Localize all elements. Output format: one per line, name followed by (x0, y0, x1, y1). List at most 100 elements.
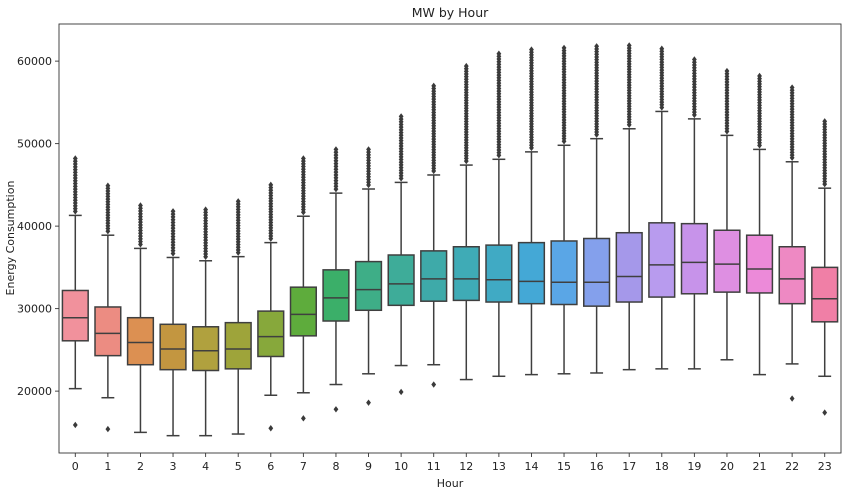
x-tick-label: 0 (72, 460, 79, 473)
outlier-point (822, 118, 828, 125)
box-hour-7 (289, 155, 317, 422)
iqr-box (192, 326, 220, 372)
x-tick-label: 10 (394, 460, 408, 473)
x-tick-label: 15 (557, 460, 571, 473)
iqr-box (126, 316, 155, 366)
y-tick-label: 50000 (17, 138, 52, 151)
outlier-point (203, 206, 209, 213)
iqr-box (745, 234, 774, 294)
outlier-point (138, 202, 143, 209)
x-tick-label: 2 (137, 460, 144, 473)
y-tick-label: 40000 (17, 220, 52, 233)
box-hour-23 (811, 118, 839, 416)
box-hour-9 (354, 146, 383, 406)
plot-frame (58, 23, 842, 454)
outlier-point (561, 44, 567, 52)
chart-title: MW by Hour (412, 5, 489, 20)
box-hour-6 (257, 181, 285, 432)
box-hour-8 (322, 146, 350, 413)
iqr-box (159, 323, 187, 371)
x-tick-label: 1 (104, 460, 111, 473)
x-tick-label: 5 (235, 460, 242, 473)
iqr-box (94, 306, 122, 357)
iqr-box (354, 260, 383, 312)
box-hour-10 (387, 113, 415, 396)
x-tick-label: 11 (427, 460, 441, 473)
box-hour-4 (192, 206, 220, 437)
outlier-point (431, 82, 437, 90)
box-hour-18 (648, 45, 676, 370)
x-tick-label: 6 (267, 460, 274, 473)
outlier-point (170, 208, 176, 215)
iqr-box (680, 222, 708, 295)
iqr-box (257, 310, 285, 358)
y-axis: 20000 30000 40000 50000 60000 (17, 55, 59, 398)
x-tick-label: 8 (332, 460, 339, 473)
outlier-point (496, 50, 502, 57)
box-hour-11 (420, 82, 448, 388)
outlier-point (72, 155, 78, 162)
x-tick-label: 3 (170, 460, 177, 473)
x-tick-label: 22 (785, 460, 799, 473)
box-hour-19 (680, 56, 708, 370)
outlier-point (757, 72, 762, 80)
iqr-box (289, 286, 317, 337)
outlier-point (72, 421, 78, 429)
outlier-point (235, 198, 241, 205)
x-tick-label: 14 (524, 460, 538, 473)
iqr-box (811, 266, 839, 323)
x-tick-label: 18 (655, 460, 669, 473)
outlier-point (333, 406, 339, 413)
box-hour-16 (583, 43, 611, 374)
box-hour-2 (126, 202, 155, 434)
x-tick-label: 16 (590, 460, 604, 473)
iqr-box (583, 237, 611, 307)
outlier-point (366, 146, 371, 153)
x-tick-label: 4 (202, 460, 209, 473)
x-tick-label: 19 (687, 460, 701, 473)
iqr-box (322, 269, 350, 322)
y-axis-title: Energy Consumption (4, 181, 17, 296)
x-tick-label: 9 (365, 460, 372, 473)
box-hour-13 (485, 50, 513, 378)
x-tick-label: 13 (492, 460, 506, 473)
iqr-box (778, 246, 806, 305)
box-hour-0 (61, 155, 89, 429)
x-axis: 0 1 2 3 4 5 6 7 8 9 10 11 12 13 14 15 16 17 18 19 20 21 22 23 (72, 453, 832, 473)
outlier-point (594, 43, 600, 50)
iqr-box (615, 231, 643, 303)
box-hour-14 (517, 46, 546, 376)
iqr-box (713, 229, 741, 293)
box-hour-20 (713, 67, 741, 361)
x-axis-title: Hour (437, 477, 464, 490)
x-tick-label: 20 (720, 460, 734, 473)
iqr-box (517, 241, 546, 305)
y-tick-label: 60000 (17, 55, 52, 68)
box-hour-12 (452, 62, 480, 381)
outlier-point (105, 182, 111, 189)
outlier-point (333, 146, 339, 153)
outlier-point (431, 381, 437, 388)
outlier-point (529, 46, 534, 53)
box-hour-5 (224, 198, 252, 435)
box-hour-15 (550, 44, 578, 375)
x-tick-label: 7 (300, 460, 307, 473)
box-hour-3 (159, 208, 187, 437)
outlier-point (463, 62, 469, 70)
outlier-point (300, 155, 306, 162)
outlier-point (398, 113, 404, 120)
x-tick-label: 12 (459, 460, 473, 473)
y-tick-label: 20000 (17, 385, 52, 398)
x-tick-label: 23 (818, 460, 832, 473)
y-tick-label: 30000 (17, 303, 52, 316)
outlier-point (300, 415, 306, 422)
box-hour-22 (778, 84, 806, 402)
outlier-point (105, 425, 111, 433)
iqr-box (61, 289, 89, 342)
outlier-point (691, 56, 697, 63)
outlier-point (789, 395, 795, 402)
box-hour-1 (94, 182, 122, 433)
outlier-point (724, 67, 730, 75)
outlier-point (626, 42, 632, 49)
x-tick-label: 21 (753, 460, 767, 473)
